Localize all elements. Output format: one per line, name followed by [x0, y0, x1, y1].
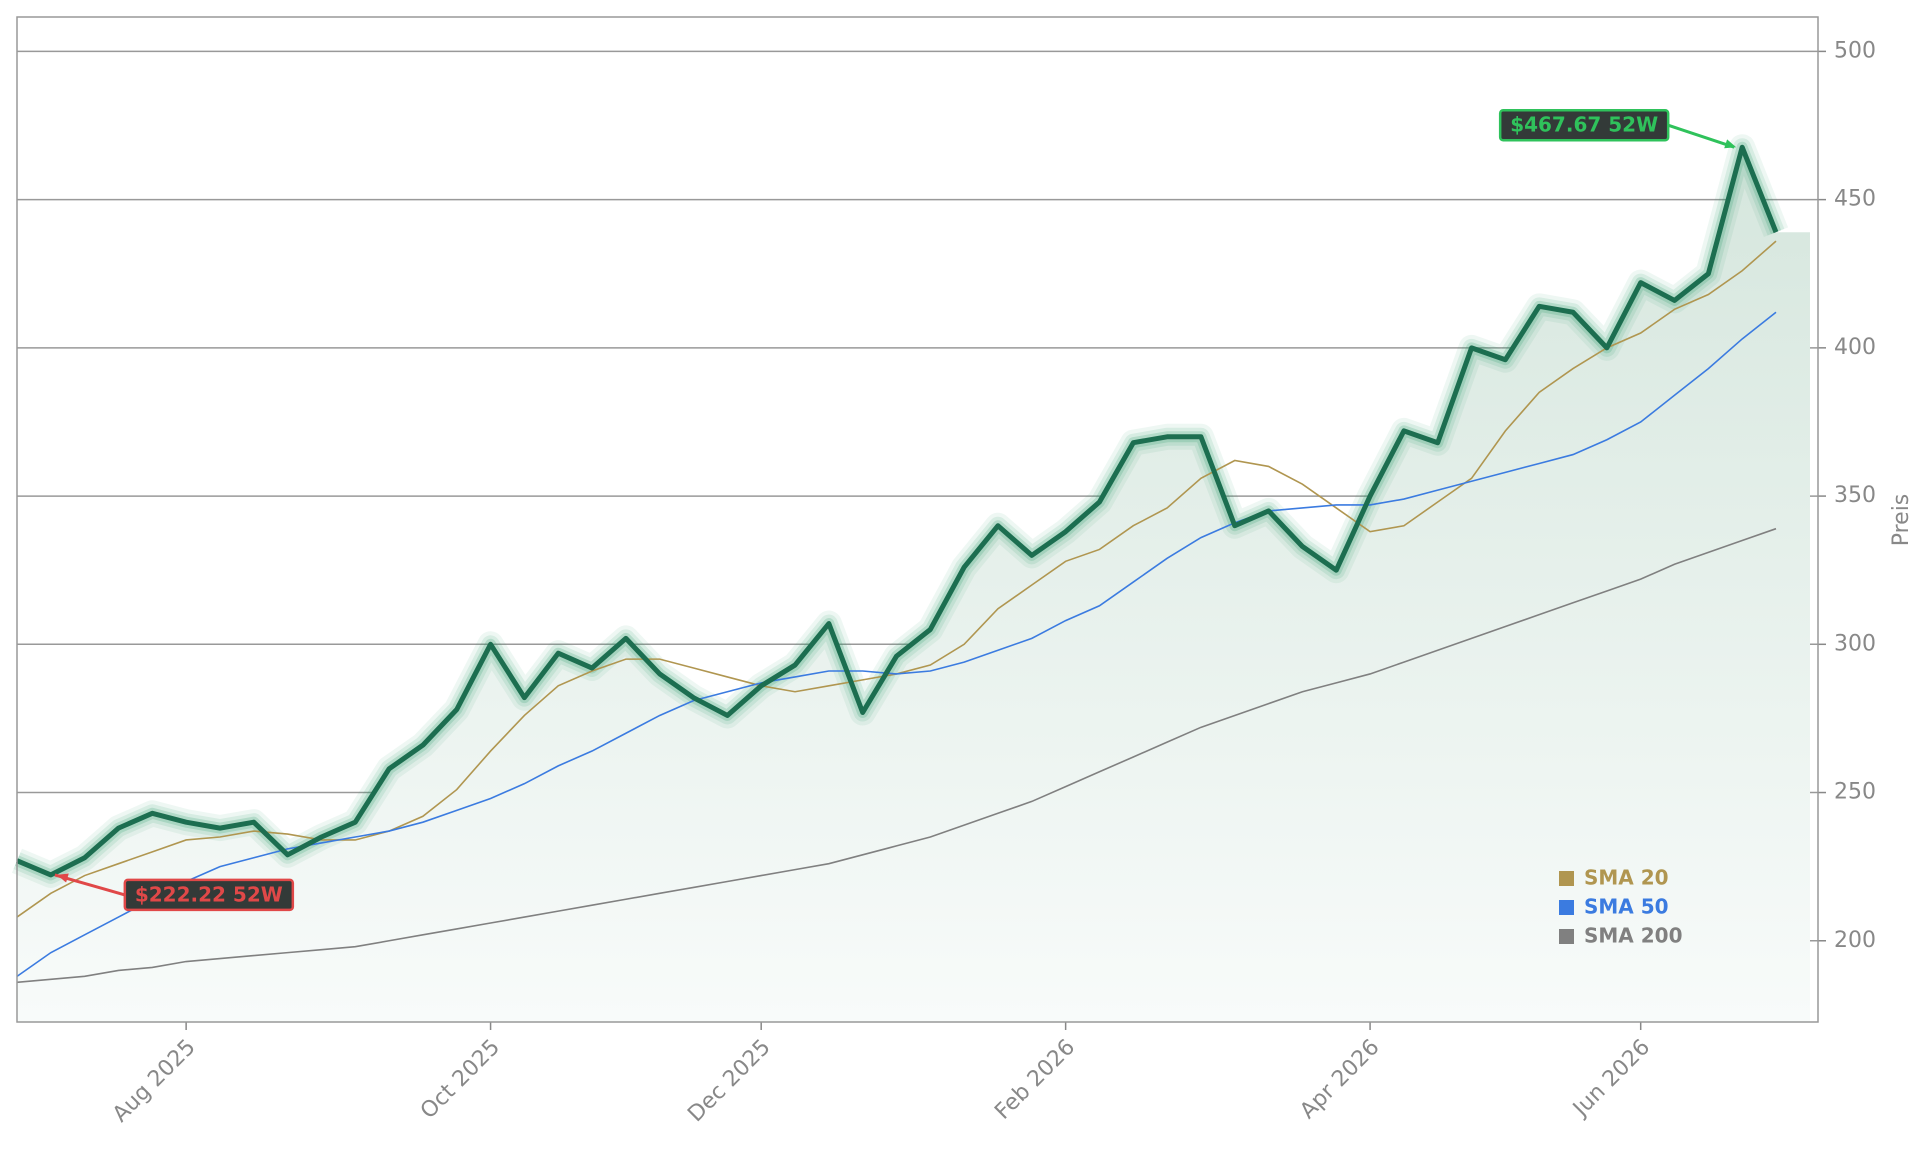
y-tick-label: 500 [1834, 38, 1876, 63]
legend-label: SMA 200 [1584, 924, 1683, 948]
price-area [17, 147, 1810, 1022]
x-tick-label: Feb 2026 [990, 1035, 1080, 1125]
legend-swatch [1559, 871, 1574, 886]
annotation-arrowhead [1724, 139, 1737, 149]
y-tick-label: 300 [1834, 631, 1876, 656]
legend-label: SMA 50 [1584, 895, 1669, 919]
legend-swatch [1559, 929, 1574, 944]
y-tick-label: 400 [1834, 335, 1876, 360]
y-tick-label: 450 [1834, 187, 1876, 212]
legend-label: SMA 20 [1584, 866, 1669, 890]
x-tick-label: Apr 2026 [1295, 1035, 1384, 1124]
annotation: $467.67 52W [1498, 108, 1737, 149]
legend-swatch [1559, 900, 1574, 915]
x-tick-label: Oct 2025 [416, 1035, 505, 1124]
plot-frame [16, 16, 1819, 1023]
y-tick-label: 350 [1834, 483, 1876, 508]
y-axis-label: Preis [1889, 494, 1914, 547]
y-tick-label: 200 [1834, 928, 1876, 953]
x-tick-label: Aug 2025 [108, 1035, 201, 1128]
sma-line [16, 527, 1777, 984]
annotation-label: $222.22 52W [135, 882, 283, 906]
y-tick-label: 250 [1834, 780, 1876, 805]
x-tick-label: Dec 2025 [683, 1035, 775, 1127]
annotation-arrow [1667, 123, 1735, 149]
annotation-arrowhead [56, 873, 69, 883]
price-line [16, 144, 1779, 878]
annotation-box [1498, 108, 1670, 142]
annotation-label: $467.67 52W [1510, 113, 1658, 137]
annotation: $222.22 52W [54, 873, 295, 912]
annotation-box [123, 878, 295, 912]
x-tick-label: Jun 2026 [1567, 1035, 1655, 1123]
